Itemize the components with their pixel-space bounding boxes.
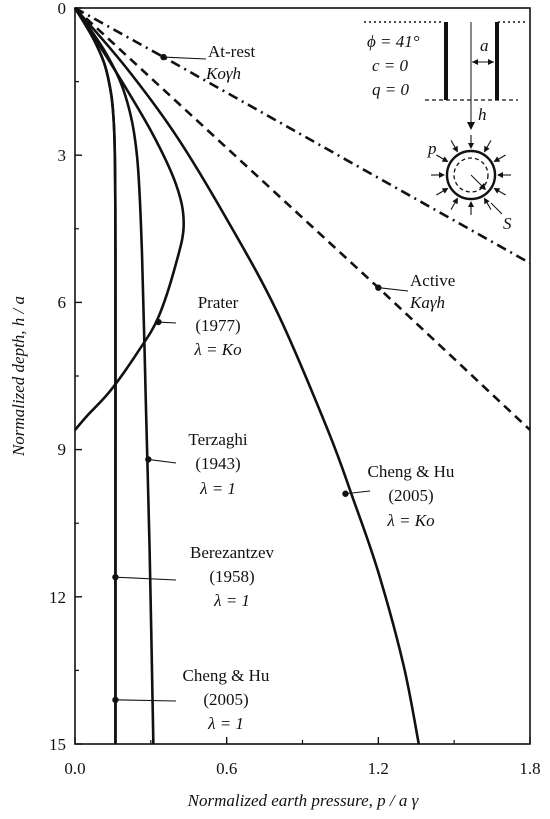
annotation-leader-line <box>378 287 409 292</box>
shaft-cross-section: p S <box>427 135 512 233</box>
annotation-text: λ = 1 <box>207 714 244 733</box>
radius-label: a <box>480 36 489 55</box>
annotation-dot <box>155 318 162 326</box>
radius-arrowheads <box>472 59 494 65</box>
pressure-arrow-head <box>452 197 458 205</box>
y-tick-label: 0 <box>58 0 67 18</box>
annotation-dot <box>112 573 119 581</box>
pressure-arrow-head <box>441 156 449 162</box>
annotation-text: At-rest <box>208 42 255 61</box>
pressure-arrow-head <box>441 188 449 194</box>
annotation-text: λ = Ko <box>386 511 434 530</box>
annotation-text: λ = 1 <box>199 479 236 498</box>
inset-schematic: a ϕ = 41° c = 0 q = 0 <box>364 20 528 104</box>
annotation-text: Active <box>410 271 455 290</box>
annotation-text: (1958) <box>209 567 254 586</box>
depth-arrow: h <box>467 100 487 130</box>
annotation-berezantzev: Berezantzev (1958) λ = 1 <box>190 543 274 610</box>
annotation-text: λ = 1 <box>213 591 250 610</box>
annotation-leader-line <box>148 458 177 464</box>
pressure-arrow-head <box>468 143 474 149</box>
annotation-dot <box>145 456 152 463</box>
annotation-text: Koγh <box>205 64 241 83</box>
depth-arrow-head <box>467 122 475 130</box>
annotation-text: Cheng & Hu <box>368 462 455 481</box>
series-cheng-hu-lambda1-line <box>73 7 117 745</box>
y-tick-label: 15 <box>49 735 66 754</box>
shaft-wall-right <box>495 22 499 100</box>
pressure-label: p <box>427 139 437 158</box>
y-tick-label: 6 <box>58 293 67 312</box>
annotation-leaders <box>112 53 409 704</box>
annotation-text: Kaγh <box>409 293 445 312</box>
shaft-outer-circle <box>445 149 497 201</box>
pressure-arrow-head <box>493 188 501 194</box>
annotation-leader-line <box>163 56 207 60</box>
inset-param-surcharge: q = 0 <box>372 80 409 99</box>
x-tick-labels: 0.0 0.6 1.2 1.8 <box>64 759 540 778</box>
x-tick-label: 1.2 <box>368 759 389 778</box>
y-tick-labels: 0 3 6 9 12 15 <box>49 0 66 754</box>
annotation-leader-line <box>115 576 177 581</box>
series-cheng-hu-ko-line <box>74 7 421 745</box>
settlement-label: S <box>503 214 512 233</box>
y-tick-label: 3 <box>58 146 67 165</box>
series-at-rest-line <box>74 6 531 265</box>
x-tick-label: 0.0 <box>64 759 85 778</box>
radius-arrow-head <box>479 183 486 190</box>
series-prater-line <box>73 7 185 431</box>
annotation-cheng-hu-ko: Cheng & Hu (2005) λ = Ko <box>368 462 455 530</box>
axis-ticks <box>74 7 531 745</box>
annotation-text: (1977) <box>195 316 240 335</box>
pressure-arrow-head <box>439 172 445 178</box>
annotation-text: (2005) <box>388 486 433 505</box>
pressure-arrows <box>431 135 511 215</box>
shaft-inner-circle <box>453 157 489 193</box>
annotation-text: (1943) <box>195 454 240 473</box>
annotation-prater: Prater (1977) λ = Ko <box>193 293 241 359</box>
annotation-text: Berezantzev <box>190 543 274 562</box>
inset-param-cohesion: c = 0 <box>372 56 409 75</box>
annotation-text: λ = Ko <box>193 340 241 359</box>
annotation-text: Prater <box>198 293 239 312</box>
annotation-cheng-hu-lambda1: Cheng & Hu (2005) λ = 1 <box>183 666 270 733</box>
annotation-active: Active Kaγh <box>409 271 455 312</box>
pressure-arrow-head <box>468 201 474 207</box>
x-tick-label: 1.8 <box>519 759 540 778</box>
annotation-at-rest: At-rest Koγh <box>205 42 255 83</box>
y-axis-title: Normalized depth, h / a <box>9 296 28 457</box>
annotation-dot <box>342 490 349 497</box>
annotation-dot <box>160 53 167 61</box>
depth-label: h <box>478 105 487 124</box>
y-tick-label: 9 <box>58 440 67 459</box>
annotation-dot <box>375 284 382 291</box>
annotation-leader-line <box>115 699 177 702</box>
inset-param-friction-angle: ϕ = 41° <box>367 32 420 51</box>
series-layer <box>73 6 531 745</box>
annotation-text: Cheng & Hu <box>183 666 270 685</box>
pressure-arrow-head <box>497 172 503 178</box>
x-tick-label: 0.6 <box>216 759 237 778</box>
pressure-arrow-head <box>493 156 501 162</box>
pressure-arrow-head <box>484 145 490 153</box>
annotation-text: (2005) <box>203 690 248 709</box>
pressure-arrow-head <box>452 145 458 153</box>
shaft-wall-left <box>444 22 448 100</box>
annotation-dot <box>112 696 119 704</box>
annotation-terzaghi: Terzaghi (1943) λ = 1 <box>188 430 247 498</box>
settlement-pointer <box>490 202 503 215</box>
x-axis-title: Normalized earth pressure, p / a γ <box>187 791 420 810</box>
annotation-text: Terzaghi <box>188 430 247 449</box>
pressure-arrow-head <box>484 197 490 205</box>
series-berezantzev-line <box>73 7 117 745</box>
y-tick-label: 12 <box>49 588 66 607</box>
annotation-leader-line <box>345 490 371 495</box>
series-terzaghi-line <box>73 7 155 745</box>
